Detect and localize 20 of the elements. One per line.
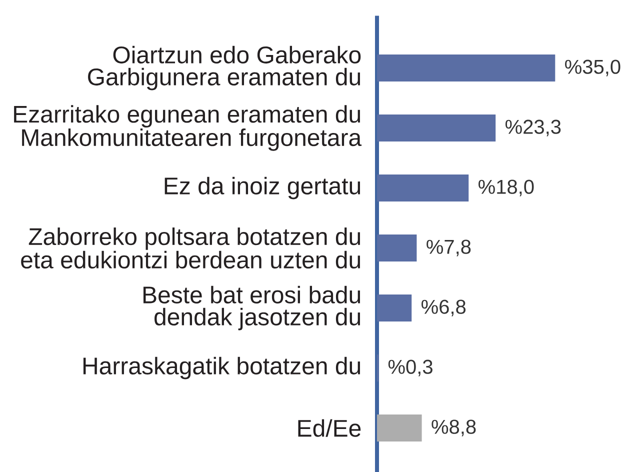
bar [377, 234, 417, 262]
y-tick-label: Ed/Ee [298, 419, 361, 437]
y-tick-label: Ez da inoiz gertatu [164, 176, 360, 200]
data-label: %7,8 [426, 240, 471, 256]
y-tick-label: Harraskagatik botatzen du [83, 356, 360, 380]
y-tick-label: Oiartzun edo Gaberako Garbigunera eramaten du [88, 46, 361, 90]
data-label: %18,0 [478, 180, 534, 196]
data-label: %0,3 [388, 360, 432, 376]
data-label: %35,0 [565, 60, 620, 76]
data-label: %23,3 [506, 120, 561, 136]
data-label: %8,8 [432, 420, 476, 436]
y-tick-label: Beste bat erosi badu dendak jasotzen du [143, 286, 360, 330]
bar [377, 294, 412, 322]
bar [377, 414, 422, 442]
bar [377, 114, 496, 142]
data-label: %6,8 [422, 300, 466, 316]
y-tick-label: Zaborreko poltsara botatzen du eta edukiontzi berdean uzten du [21, 228, 360, 268]
y-tick-label: Ezarritako egunean eramaten du Mankomunitatearen furgonetara [14, 105, 362, 151]
bar [377, 54, 556, 82]
bar [377, 174, 469, 202]
